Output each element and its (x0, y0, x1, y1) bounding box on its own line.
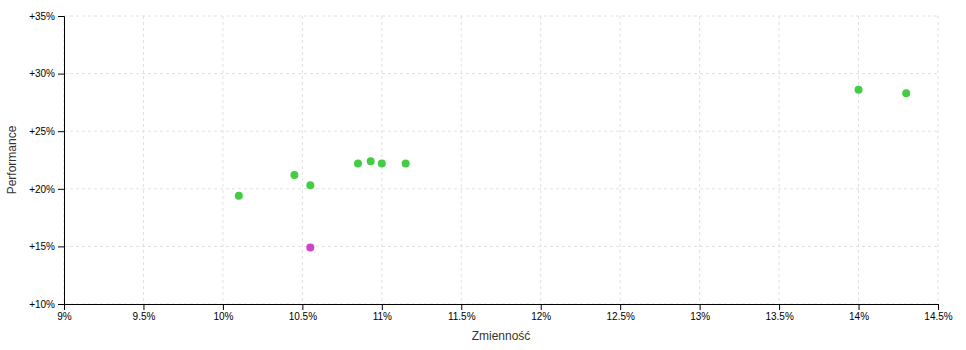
x-tick-mark (700, 304, 701, 310)
point (855, 86, 863, 94)
x-grid-line (699, 16, 700, 304)
series (235, 86, 910, 200)
x-tick: 10.5% (289, 304, 317, 322)
y-tick-label: +30% (29, 68, 55, 79)
point (902, 89, 910, 97)
x-tick-label: 13% (690, 311, 710, 322)
x-tick: 11.5% (448, 304, 476, 322)
x-grid-line (938, 16, 939, 304)
x-tick: 10% (213, 304, 233, 322)
x-tick-mark (620, 304, 621, 310)
x-grid-line (858, 16, 859, 304)
x-tick-label: 12.5% (607, 311, 635, 322)
x-tick-mark (779, 304, 780, 310)
y-tick-mark (58, 246, 64, 247)
plot-area (235, 86, 910, 252)
x-tick-label: 10% (213, 311, 233, 322)
x-tick-mark (938, 304, 939, 310)
x-tick-mark (302, 304, 303, 310)
x-tick-mark (541, 304, 542, 310)
y-tick-label: +15% (29, 241, 55, 252)
x-tick: 12.5% (607, 304, 635, 322)
x-tick-label: 13.5% (765, 311, 793, 322)
point (402, 159, 410, 167)
x-tick: 12% (531, 304, 551, 322)
x-tick: 14.5% (924, 304, 952, 322)
x-tick-label: 14.5% (924, 311, 952, 322)
y-tick-label: +35% (29, 11, 55, 22)
y-tick-mark (58, 304, 64, 305)
y-tick-mark (58, 16, 64, 17)
y-tick: +25% (29, 126, 64, 137)
point (306, 181, 314, 189)
series (306, 244, 314, 252)
x-grid-line (540, 16, 541, 304)
x-grid-line (302, 16, 303, 304)
x-tick-label: 9.5% (133, 311, 156, 322)
point (367, 157, 375, 165)
y-tick-label: +10% (29, 299, 55, 310)
x-tick: 13.5% (765, 304, 793, 322)
x-tick-label: 11% (373, 311, 392, 322)
x-tick-mark (382, 304, 383, 310)
y-axis-title: Performance (5, 125, 19, 194)
y-grid-line (64, 73, 938, 74)
x-axis-title: Zmienność (472, 329, 531, 343)
y-axis-line (58, 17, 65, 305)
y-grid-line (64, 246, 938, 247)
y-tick-mark (58, 131, 64, 132)
x-tick-mark (461, 304, 462, 310)
y-tick-label: +20% (29, 184, 55, 195)
x-tick: 11% (373, 304, 392, 322)
y-tick-mark (58, 189, 64, 190)
y-tick: +20% (29, 184, 64, 195)
x-tick-mark (223, 304, 224, 310)
x-grid-line (222, 16, 223, 304)
x-axis: 9% 9.5% 10% 10.5% 11% 11.5% 12% 12.5% 13% 13.5% 14… (57, 304, 953, 322)
x-tick-label: 9% (57, 311, 72, 322)
y-tick: +30% (29, 68, 64, 79)
y-axis: +10% +15% +20% +25% +30% +35% (29, 11, 64, 310)
x-tick-label: 11.5% (448, 311, 476, 322)
x-tick-label: 10.5% (289, 311, 317, 322)
point (290, 171, 298, 179)
x-grid-line (461, 16, 462, 304)
point (306, 244, 314, 252)
y-tick: +15% (29, 241, 64, 252)
grid (64, 16, 938, 304)
x-grid-line (779, 16, 780, 304)
x-tick-label: 14% (849, 311, 869, 322)
x-tick-label: 12% (531, 311, 551, 322)
x-grid-line (143, 16, 144, 304)
y-grid-line (64, 188, 938, 189)
y-grid-line (64, 131, 938, 132)
x-grid-line (620, 16, 621, 304)
y-grid-line (64, 16, 938, 17)
chart: 9% 9.5% 10% 10.5% 11% 11.5% 12% 12.5% 13% 13.5% 14… (0, 0, 966, 350)
x-tick: 9.5% (133, 304, 156, 322)
x-tick: 13% (690, 304, 710, 322)
y-tick-mark (58, 74, 64, 75)
point (354, 159, 362, 167)
point (378, 159, 386, 167)
y-tick-label: +25% (29, 126, 55, 137)
x-tick: 9% (57, 304, 72, 322)
y-tick: +35% (29, 11, 64, 22)
point (235, 192, 243, 200)
x-tick-mark (859, 304, 860, 310)
y-tick: +10% (29, 299, 64, 310)
x-tick: 14% (849, 304, 869, 322)
x-tick-mark (143, 304, 144, 310)
x-axis-line (65, 305, 939, 311)
